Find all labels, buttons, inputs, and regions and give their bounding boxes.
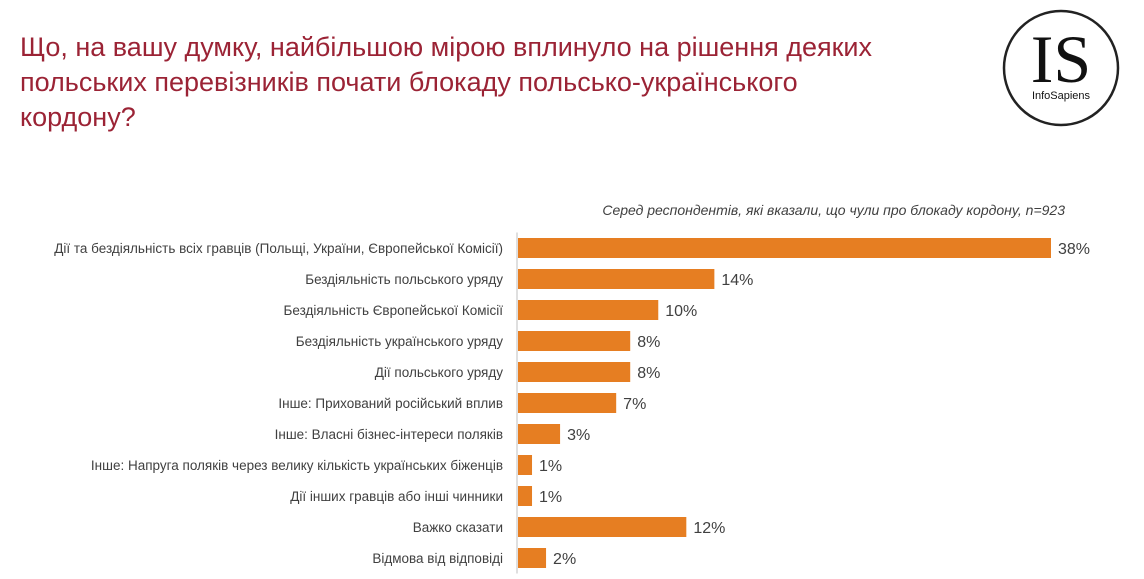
category-label: Інше: Напруга поляків через велику кільк… xyxy=(91,458,503,473)
bar xyxy=(518,517,687,537)
data-label: 2% xyxy=(553,551,576,568)
bar xyxy=(518,331,631,351)
data-label: 3% xyxy=(567,427,590,444)
data-label: 8% xyxy=(637,365,660,382)
logo-ring xyxy=(1002,9,1120,127)
category-label: Бездіяльність Європейської Комісії xyxy=(284,303,504,318)
infosapiens-logo: IS InfoSapiens xyxy=(1002,9,1120,127)
category-label: Відмова від відповіді xyxy=(372,551,503,566)
logo-mark: IS xyxy=(1031,21,1091,97)
data-label: 38% xyxy=(1058,241,1090,258)
chart-subtitle: Серед респондентів, які вказали, що чули… xyxy=(602,202,1065,218)
bar xyxy=(518,238,1051,258)
bar xyxy=(518,486,533,506)
data-label: 8% xyxy=(637,334,660,351)
bar xyxy=(518,455,533,475)
data-label: 7% xyxy=(623,396,646,413)
data-label: 14% xyxy=(721,272,753,289)
data-label: 1% xyxy=(539,458,562,475)
category-label: Важко сказати xyxy=(413,520,503,535)
category-label: Бездіяльність українського уряду xyxy=(296,334,503,349)
data-label: 1% xyxy=(539,489,562,506)
bar xyxy=(518,269,715,289)
category-label: Бездіяльність польського уряду xyxy=(305,272,503,287)
category-label: Інше: Прихований російський вплив xyxy=(278,396,503,411)
category-label: Дії польського уряду xyxy=(375,365,503,380)
category-label: Дії інших гравців або інші чинники xyxy=(290,489,503,504)
logo-name: InfoSapiens xyxy=(1032,90,1091,102)
category-label: Дії та бездіяльність всіх гравців (Польщ… xyxy=(54,241,503,256)
bar xyxy=(518,424,561,444)
chart-title: Що, на вашу думку, найбільшою мірою впли… xyxy=(20,32,873,132)
data-label: 10% xyxy=(665,303,697,320)
bar xyxy=(518,548,547,568)
category-label: Інше: Власні бізнес-інтереси поляків xyxy=(275,427,503,442)
bar xyxy=(518,362,631,382)
bar xyxy=(518,393,617,413)
bar xyxy=(518,300,659,320)
data-label: 12% xyxy=(693,520,725,537)
